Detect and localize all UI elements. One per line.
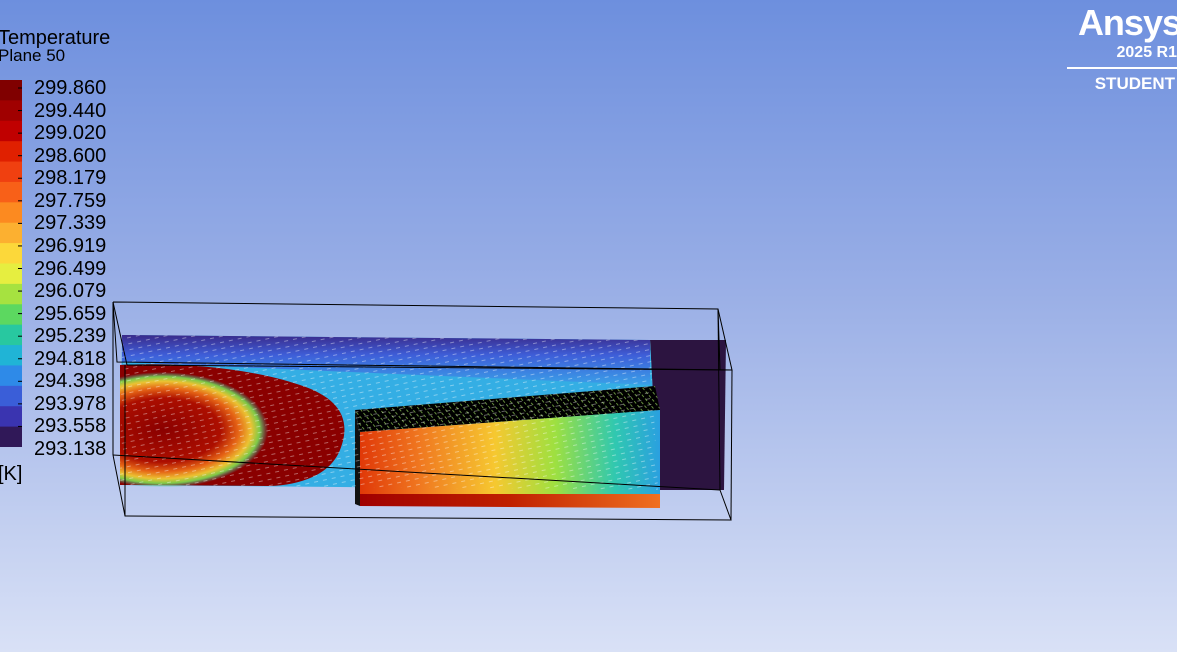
legend-tick-label: 294.398: [34, 370, 107, 393]
colorbar-band: [0, 120, 22, 142]
colorbar-band: [0, 243, 22, 264]
colorbar-band: [0, 80, 22, 101]
legend-tick-label: 298.179: [34, 167, 107, 190]
colorbar-band: [0, 283, 22, 305]
colorbar-band: [0, 365, 22, 387]
legend-tick-label: 293.138: [34, 438, 107, 460]
colorbar-band: [0, 426, 22, 447]
colorbar-band: [0, 324, 22, 346]
colorbar-band: [0, 385, 22, 407]
logo-brand: Ansys: [1077, 2, 1177, 43]
legend-tick-label: 297.759: [34, 189, 107, 212]
logo-version: 2025 R1: [1116, 44, 1177, 61]
legend-tick-label: 297.339: [34, 212, 107, 235]
legend-title: Temperature: [0, 27, 111, 49]
colorbar-band: [0, 161, 22, 183]
colorbar-band: [0, 222, 22, 244]
legend-tick-label: 293.558: [34, 415, 107, 438]
velocity-vectors: [120, 335, 658, 490]
legend-unit: [K]: [0, 463, 23, 485]
inner-box-bottom-strip: [360, 494, 660, 508]
colorbar-band: [0, 406, 22, 428]
colorbar-band: [0, 141, 22, 163]
legend-tick-label: 294.818: [34, 347, 107, 370]
legend-tick-label: 299.860: [34, 77, 107, 99]
legend-tick-label: 299.440: [34, 99, 107, 122]
legend-tick-label: 295.659: [34, 302, 107, 325]
colorbar-band: [0, 304, 22, 326]
legend-tick-label: 295.239: [34, 325, 107, 348]
colorbar-band: [0, 202, 22, 224]
legend-tick-label: 293.978: [34, 392, 107, 415]
legend-tick-label: 298.600: [34, 144, 107, 167]
ansys-logo: Ansys 2025 R1 STUDENT: [1057, 4, 1177, 94]
legend-tick-label: 299.020: [34, 122, 107, 145]
colorbar-band: [0, 100, 22, 122]
domain-wireframe: [112, 301, 733, 521]
legend-tick-label: 296.919: [34, 234, 107, 257]
legend-tick-label: 296.079: [34, 280, 107, 303]
legend-subtitle: Plane 50: [0, 46, 66, 65]
plane-cold-region: [650, 340, 726, 490]
colorbar-band: [0, 181, 22, 203]
logo-edition: STUDENT: [1094, 74, 1175, 93]
colorbar-band: [0, 345, 22, 366]
legend-tick-label: 296.499: [34, 257, 107, 280]
colorbar-band: [0, 263, 22, 285]
logo-divider: [1067, 67, 1177, 69]
legend-colorbar: [0, 80, 22, 447]
